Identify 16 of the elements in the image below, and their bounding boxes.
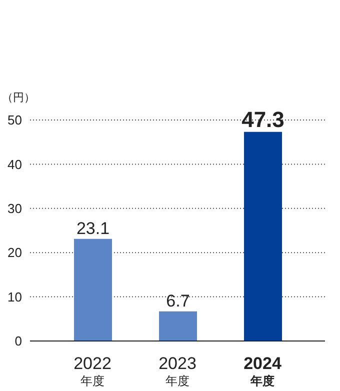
y-tick-label: 30	[8, 201, 22, 216]
bar	[244, 132, 282, 341]
x-tick-label: 2022 年度	[74, 354, 112, 388]
data-label: 6.7	[166, 291, 190, 310]
x-tick-label: 2023 年度	[158, 354, 196, 388]
bar	[74, 238, 112, 341]
bar	[159, 311, 197, 341]
y-tick-label: 10	[8, 289, 22, 304]
y-tick-label: 20	[8, 245, 22, 260]
y-tick-label: 50	[8, 112, 22, 128]
y-axis-title: （円）	[2, 91, 35, 105]
y-tick-label: 0	[14, 334, 22, 349]
y-tick-label: 40	[8, 156, 22, 172]
data-label: 23.1	[76, 218, 110, 238]
x-tick-label: 2024 年度	[244, 354, 282, 388]
data-label: 47.3	[242, 106, 284, 132]
